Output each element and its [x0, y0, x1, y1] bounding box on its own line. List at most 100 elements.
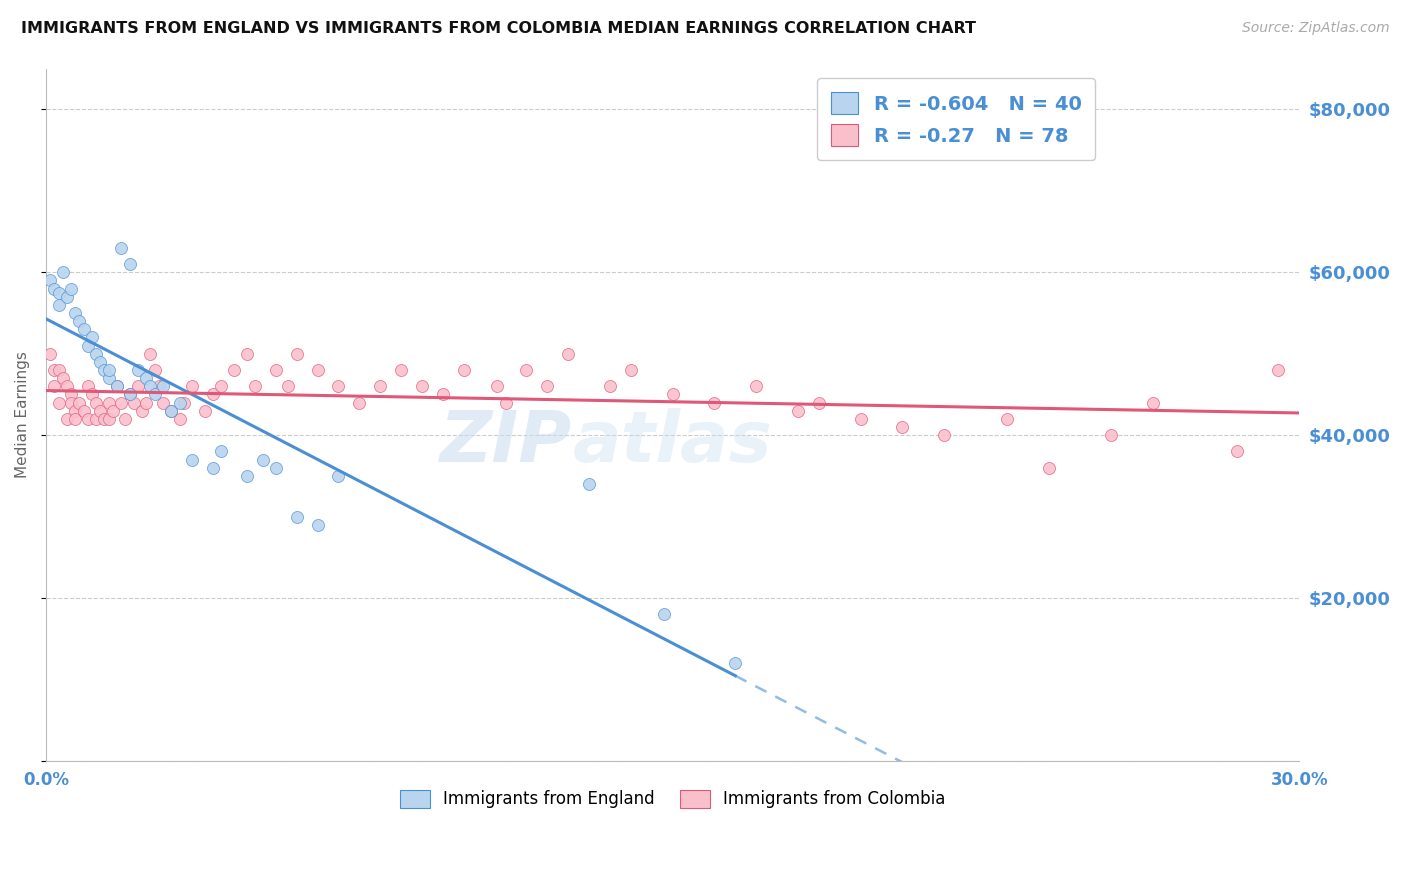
- Point: [84, 395, 107, 409]
- Point: [849, 412, 872, 426]
- Point: [118, 257, 141, 271]
- Point: [222, 363, 245, 377]
- Point: [349, 395, 371, 409]
- Point: [135, 395, 157, 409]
- Point: [44, 379, 66, 393]
- Point: [122, 395, 145, 409]
- Point: [160, 403, 183, 417]
- Point: [52, 265, 75, 279]
- Point: [110, 241, 132, 255]
- Point: [93, 412, 115, 426]
- Point: [67, 314, 90, 328]
- Point: [152, 395, 174, 409]
- Point: [148, 379, 170, 393]
- Point: [169, 412, 191, 426]
- Point: [48, 285, 70, 300]
- Text: IMMIGRANTS FROM ENGLAND VS IMMIGRANTS FROM COLOMBIA MEDIAN EARNINGS CORRELATION : IMMIGRANTS FROM ENGLAND VS IMMIGRANTS FR…: [21, 21, 976, 36]
- Point: [264, 460, 287, 475]
- Point: [368, 379, 391, 393]
- Point: [93, 363, 115, 377]
- Point: [72, 322, 94, 336]
- Point: [389, 363, 412, 377]
- Point: [934, 428, 956, 442]
- Text: Source: ZipAtlas.com: Source: ZipAtlas.com: [1241, 21, 1389, 35]
- Point: [1038, 460, 1060, 475]
- Point: [181, 452, 204, 467]
- Point: [39, 273, 62, 287]
- Point: [745, 379, 768, 393]
- Point: [661, 387, 683, 401]
- Point: [620, 363, 643, 377]
- Point: [110, 395, 132, 409]
- Point: [39, 347, 62, 361]
- Point: [67, 395, 90, 409]
- Point: [181, 379, 204, 393]
- Point: [76, 338, 98, 352]
- Point: [1099, 428, 1122, 442]
- Point: [143, 363, 166, 377]
- Point: [97, 395, 120, 409]
- Point: [63, 306, 86, 320]
- Y-axis label: Median Earnings: Median Earnings: [15, 351, 30, 478]
- Point: [995, 412, 1018, 426]
- Point: [60, 281, 83, 295]
- Point: [252, 452, 274, 467]
- Point: [80, 330, 103, 344]
- Point: [89, 403, 111, 417]
- Point: [235, 469, 257, 483]
- Point: [453, 363, 475, 377]
- Point: [44, 363, 66, 377]
- Point: [202, 387, 225, 401]
- Point: [131, 403, 153, 417]
- Point: [285, 347, 308, 361]
- Point: [495, 395, 517, 409]
- Point: [578, 477, 600, 491]
- Point: [411, 379, 433, 393]
- Point: [891, 420, 914, 434]
- Point: [307, 517, 329, 532]
- Point: [48, 395, 70, 409]
- Point: [63, 412, 86, 426]
- Point: [787, 403, 810, 417]
- Point: [277, 379, 299, 393]
- Point: [169, 395, 191, 409]
- Legend: Immigrants from England, Immigrants from Colombia: Immigrants from England, Immigrants from…: [394, 783, 952, 815]
- Point: [173, 395, 195, 409]
- Point: [118, 387, 141, 401]
- Point: [114, 412, 136, 426]
- Point: [536, 379, 558, 393]
- Point: [60, 395, 83, 409]
- Point: [76, 412, 98, 426]
- Point: [84, 347, 107, 361]
- Point: [486, 379, 509, 393]
- Point: [44, 281, 66, 295]
- Text: atlas: atlas: [572, 408, 772, 477]
- Point: [89, 355, 111, 369]
- Point: [652, 607, 675, 622]
- Point: [807, 395, 830, 409]
- Point: [143, 387, 166, 401]
- Point: [63, 403, 86, 417]
- Point: [76, 379, 98, 393]
- Point: [118, 387, 141, 401]
- Point: [1142, 395, 1164, 409]
- Point: [515, 363, 537, 377]
- Point: [97, 363, 120, 377]
- Point: [60, 387, 83, 401]
- Point: [56, 412, 79, 426]
- Point: [105, 379, 128, 393]
- Point: [127, 379, 149, 393]
- Point: [97, 371, 120, 385]
- Point: [152, 379, 174, 393]
- Point: [235, 347, 257, 361]
- Point: [285, 509, 308, 524]
- Point: [52, 371, 75, 385]
- Point: [135, 371, 157, 385]
- Point: [703, 395, 725, 409]
- Point: [80, 387, 103, 401]
- Point: [243, 379, 266, 393]
- Point: [202, 460, 225, 475]
- Point: [307, 363, 329, 377]
- Point: [84, 412, 107, 426]
- Point: [56, 290, 79, 304]
